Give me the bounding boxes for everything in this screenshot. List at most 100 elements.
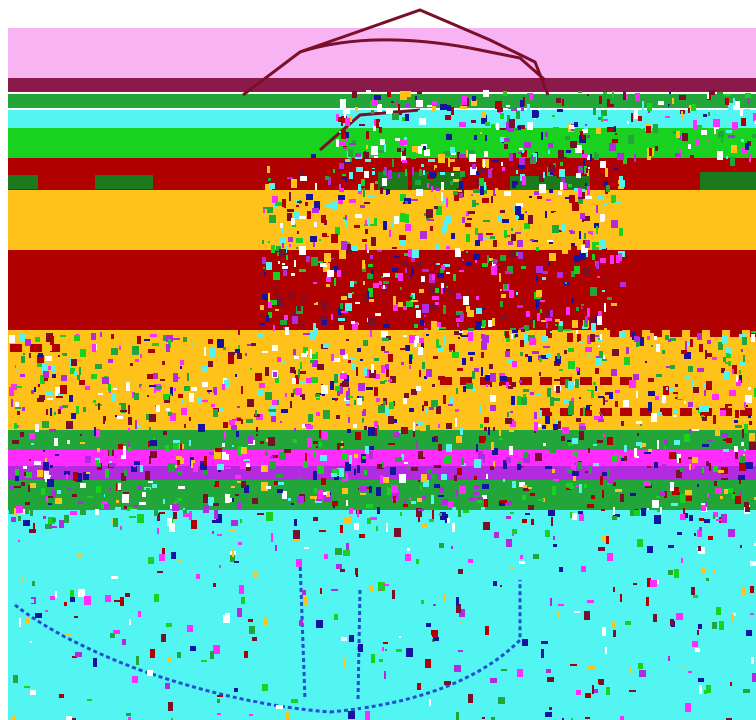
noise-pixel — [506, 516, 511, 519]
noise-pixel — [167, 658, 172, 662]
noise-pixel — [419, 169, 422, 176]
noise-pixel — [611, 195, 616, 203]
noise-pixel — [134, 461, 140, 465]
noise-pixel — [482, 335, 489, 343]
noise-pixel — [518, 318, 524, 327]
noise-pixel — [426, 334, 429, 336]
noise-pixel — [86, 472, 90, 474]
noise-pixel — [657, 412, 662, 415]
noise-pixel — [316, 398, 320, 400]
noise-pixel — [456, 388, 458, 394]
noise-pixel — [725, 575, 729, 577]
noise-pixel — [232, 419, 239, 421]
noise-pixel — [603, 92, 607, 94]
noise-pixel — [426, 209, 433, 218]
noise-pixel — [460, 621, 462, 623]
noise-pixel — [347, 429, 351, 433]
noise-pixel — [240, 373, 243, 381]
noise-pixel — [288, 498, 291, 501]
noise-pixel — [22, 407, 25, 411]
noise-pixel — [569, 125, 575, 129]
noise-pixel — [295, 388, 302, 395]
noise-pixel — [92, 344, 96, 352]
noise-pixel — [585, 693, 591, 698]
noise-pixel — [482, 320, 486, 327]
noise-pixel — [584, 611, 590, 620]
noise-pixel — [55, 498, 62, 504]
noise-pixel — [541, 320, 547, 322]
noise-pixel — [133, 617, 137, 620]
noise-pixel — [388, 170, 392, 179]
noise-pixel — [491, 717, 495, 720]
noise-pixel — [283, 502, 285, 506]
noise-pixel — [439, 513, 442, 516]
noise-pixel — [611, 303, 617, 306]
noise-pixel — [339, 385, 343, 394]
noise-pixel — [557, 353, 560, 359]
noise-pixel — [581, 245, 588, 253]
noise-pixel — [421, 341, 424, 348]
noise-pixel — [529, 196, 532, 198]
noise-pixel — [84, 596, 91, 605]
noise-pixel — [568, 348, 574, 352]
noise-pixel — [558, 345, 561, 351]
noise-pixel — [539, 184, 546, 193]
noise-pixel — [299, 246, 306, 255]
noise-pixel — [718, 470, 724, 473]
noise-pixel — [191, 520, 197, 529]
noise-pixel — [628, 135, 634, 144]
noise-pixel — [341, 179, 345, 188]
noise-pixel — [506, 122, 511, 130]
noise-pixel — [427, 469, 431, 474]
noise-pixel — [446, 286, 448, 288]
noise-pixel — [183, 513, 190, 517]
noise-pixel — [244, 651, 248, 658]
noise-pixel — [25, 472, 32, 478]
noise-pixel — [596, 226, 598, 234]
noise-pixel — [624, 456, 627, 461]
noise-pixel — [416, 100, 423, 107]
noise-pixel — [698, 678, 704, 682]
noise-pixel — [652, 500, 659, 508]
noise-pixel — [686, 496, 692, 501]
noise-pixel — [664, 510, 671, 513]
noise-pixel — [457, 368, 463, 371]
noise-pixel — [415, 218, 418, 220]
noise-pixel — [511, 419, 514, 421]
noise-pixel — [751, 334, 755, 342]
noise-pixel — [568, 381, 574, 389]
noise-pixel — [334, 476, 339, 480]
noise-pixel — [163, 394, 169, 400]
noise-pixel — [87, 699, 92, 701]
noise-pixel — [689, 105, 691, 109]
noise-pixel — [657, 440, 659, 449]
noise-pixel — [683, 666, 685, 668]
noise-pixel — [46, 496, 48, 502]
noise-pixel — [704, 405, 709, 412]
noise-pixel — [644, 452, 651, 454]
noise-pixel — [597, 340, 604, 342]
noise-pixel — [614, 126, 616, 132]
noise-pixel — [313, 471, 317, 480]
noise-pixel — [415, 305, 419, 308]
noise-pixel — [342, 381, 349, 387]
noise-pixel — [324, 495, 331, 502]
noise-pixel — [704, 519, 710, 523]
noise-pixel — [647, 508, 649, 510]
noise-pixel — [160, 393, 164, 400]
noise-pixel — [702, 514, 704, 518]
noise-pixel — [461, 293, 468, 296]
noise-pixel — [384, 380, 387, 382]
noise-pixel — [568, 441, 573, 446]
noise-pixel — [319, 442, 322, 447]
noise-pixel — [336, 564, 342, 569]
noise-pixel — [731, 145, 737, 153]
noise-pixel — [282, 491, 287, 499]
noise-pixel — [462, 96, 467, 105]
noise-pixel — [441, 283, 444, 289]
noise-pixel — [46, 333, 53, 342]
noise-pixel — [433, 356, 438, 359]
noise-pixel — [502, 219, 509, 223]
noise-pixel — [623, 155, 627, 164]
noise-pixel — [380, 214, 383, 217]
